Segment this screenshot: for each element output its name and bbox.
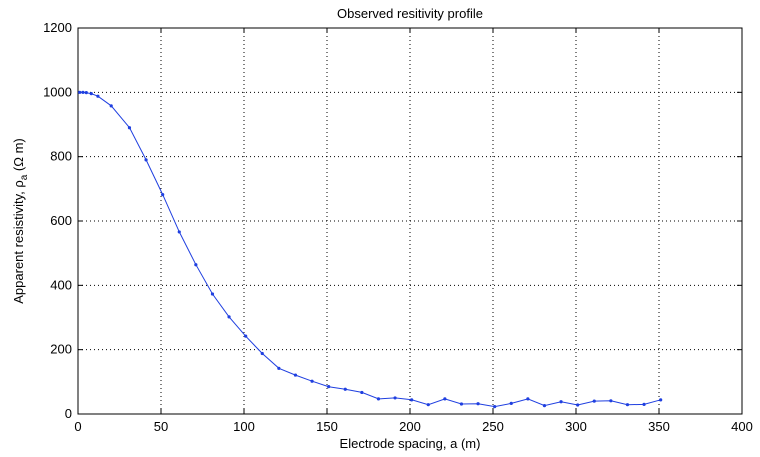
- y-axis-label-unit: (Ω m): [11, 138, 26, 174]
- x-tick-label: 250: [482, 419, 504, 434]
- data-point: [244, 334, 248, 338]
- data-point: [84, 91, 88, 95]
- series-line: [79, 91, 661, 408]
- data-point: [78, 90, 82, 94]
- data-point: [210, 292, 215, 296]
- data-point: [376, 397, 381, 401]
- data-point: [559, 400, 563, 404]
- data-point: [310, 379, 314, 383]
- x-tick-label: 200: [399, 419, 421, 434]
- x-axis-label: Electrode spacing, a (m): [340, 436, 481, 451]
- data-point: [194, 263, 198, 267]
- data-point: [493, 405, 497, 409]
- y-tick-label: 1200: [43, 20, 72, 35]
- data-point: [260, 351, 264, 356]
- y-axis-label-sub: a: [19, 174, 30, 180]
- data-point: [293, 373, 298, 377]
- y-tick-label: 0: [65, 406, 72, 421]
- data-point: [459, 402, 464, 406]
- data-point: [609, 399, 613, 403]
- data-point: [96, 94, 100, 98]
- data-point: [592, 399, 596, 403]
- data-point: [426, 403, 430, 407]
- x-tick-label: 300: [565, 419, 587, 434]
- axis-ticks: [77, 27, 743, 415]
- y-axis-label-main: Apparent resistivity, ρ: [11, 180, 26, 303]
- data-point: [642, 402, 646, 406]
- data-point: [109, 104, 113, 108]
- x-tick-label: 350: [648, 419, 670, 434]
- data-point: [526, 397, 530, 401]
- x-tick-label: 400: [731, 419, 753, 434]
- data-point: [443, 397, 447, 401]
- data-point: [476, 402, 480, 406]
- data-point: [410, 398, 414, 402]
- data-point: [127, 126, 132, 130]
- data-point: [576, 403, 580, 407]
- x-tick-label: 0: [74, 419, 81, 434]
- series-group: [78, 90, 663, 409]
- data-point: [89, 92, 93, 96]
- data-point: [360, 390, 364, 395]
- x-tick-label: 100: [233, 419, 255, 434]
- data-point: [227, 315, 231, 319]
- x-tick-label: 50: [154, 419, 168, 434]
- grid-lines: [78, 28, 742, 414]
- data-point: [161, 193, 165, 197]
- y-tick-label: 800: [50, 149, 72, 164]
- data-point: [393, 396, 397, 400]
- y-tick-label: 600: [50, 213, 72, 228]
- x-tick-labels: 0 50 100 150 200 250 300 350 400: [74, 419, 752, 434]
- y-tick-labels: 0 200 400 600 800 1000 1200: [43, 20, 72, 421]
- data-point: [277, 366, 281, 370]
- data-point: [659, 398, 663, 402]
- data-point: [343, 387, 347, 391]
- data-point: [81, 90, 85, 94]
- data-point: [327, 385, 331, 389]
- chart-title: Observed resitivity profile: [337, 6, 483, 21]
- y-tick-label: 400: [50, 277, 72, 292]
- data-point: [542, 404, 547, 408]
- y-tick-label: 1000: [43, 84, 72, 99]
- y-axis-label: Apparent resistivity, ρa (Ω m): [11, 138, 30, 303]
- x-tick-label: 150: [316, 419, 338, 434]
- data-point: [625, 403, 630, 407]
- y-tick-label: 200: [50, 342, 72, 357]
- data-point: [509, 401, 513, 405]
- data-point: [177, 230, 181, 234]
- data-point: [144, 158, 148, 162]
